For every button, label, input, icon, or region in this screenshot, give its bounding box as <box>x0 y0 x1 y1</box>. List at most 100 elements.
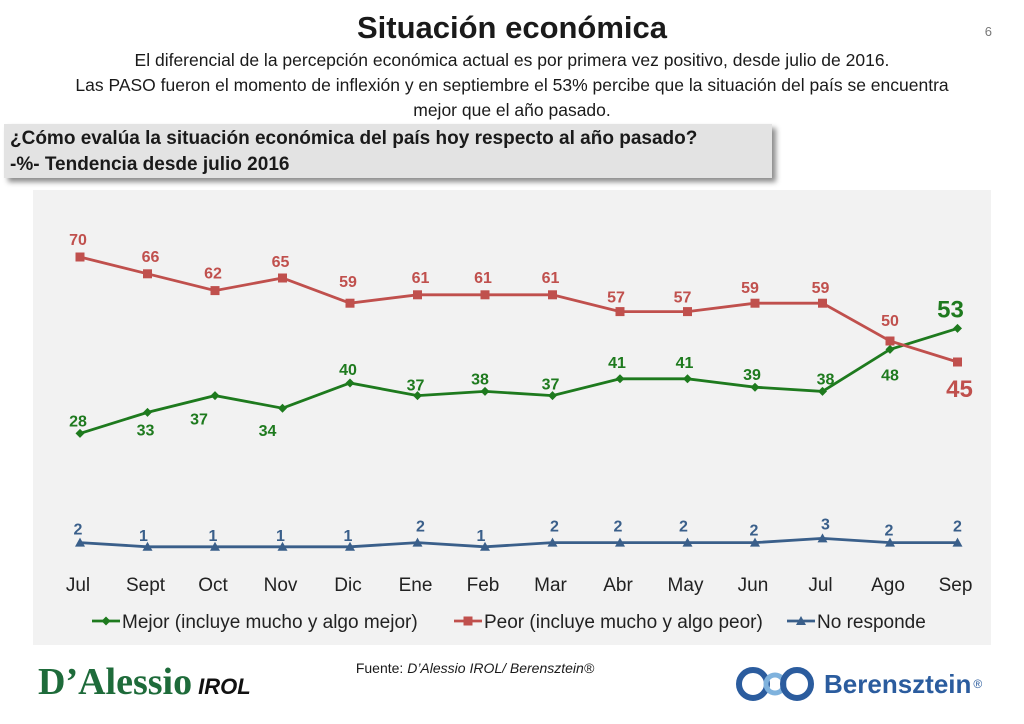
data-point-peor-12 <box>885 336 895 346</box>
x-tick-label-2: Oct <box>198 575 228 596</box>
data-point-peor-4 <box>345 298 355 308</box>
data-point-peor-6 <box>480 290 490 300</box>
data-point-mejor-7 <box>548 391 557 401</box>
data-label-mejor-2: 37 <box>190 412 208 429</box>
data-point-mejor-4 <box>345 378 355 388</box>
data-label-no-responde-4: 1 <box>344 528 353 545</box>
page-title: Situación económica <box>356 10 668 45</box>
data-label-no-responde-12: 2 <box>885 523 894 540</box>
data-label-mejor-13: 53 <box>937 296 964 323</box>
legend-marker-peor <box>463 616 473 626</box>
subtitle: El diferencial de la percepción económic… <box>10 48 1014 123</box>
berensztein-logo-text: Berensztein <box>824 668 972 699</box>
data-point-peor-9 <box>683 307 692 317</box>
data-label-peor-8: 57 <box>607 290 625 307</box>
data-point-no-responde-7 <box>547 537 558 547</box>
data-point-peor-11 <box>818 298 827 308</box>
page-number: 6 <box>984 24 992 39</box>
data-point-mejor-12 <box>885 344 895 354</box>
data-point-mejor-0 <box>75 428 85 438</box>
data-point-mejor-1 <box>143 407 152 417</box>
data-point-no-responde-10 <box>750 537 760 547</box>
data-label-no-responde-7: 2 <box>550 519 559 536</box>
data-label-mejor-7: 37 <box>542 377 560 394</box>
data-label-peor-5: 61 <box>412 270 430 287</box>
data-label-mejor-3: 34 <box>259 423 277 440</box>
dalessio-logo: D’Alessio IROL <box>38 660 251 704</box>
data-label-no-responde-3: 1 <box>276 528 285 545</box>
x-tick-label-8: Abr <box>603 575 633 596</box>
data-point-no-responde-13 <box>952 537 963 547</box>
berensztein-logo: Berensztein ® <box>736 664 982 704</box>
data-point-no-responde-6 <box>480 541 490 551</box>
dalessio-logo-text: D’Alessio <box>38 661 193 703</box>
source-value: D’Alessio IROL/ Berensztein® <box>407 660 595 676</box>
subtitle-line-2: Las PASO fueron el momento de inflexión … <box>75 75 949 95</box>
data-label-no-responde-0: 2 <box>74 522 83 539</box>
data-label-mejor-5: 37 <box>407 378 425 395</box>
data-point-peor-5 <box>413 290 422 300</box>
data-label-no-responde-8: 2 <box>614 519 623 536</box>
subtitle-line-3: mejor que el año pasado. <box>413 100 611 120</box>
legend-marker-no-responde <box>796 616 806 625</box>
data-label-no-responde-10: 2 <box>750 523 759 540</box>
data-label-mejor-6: 38 <box>471 371 489 388</box>
x-tick-label-1: Sept <box>126 575 166 596</box>
data-point-no-responde-1 <box>142 541 153 551</box>
data-point-no-responde-0 <box>75 537 85 547</box>
data-point-mejor-5 <box>413 391 422 401</box>
data-label-mejor-11: 38 <box>817 371 835 388</box>
x-tick-label-13: Sep <box>939 575 973 596</box>
data-point-peor-8 <box>615 307 625 317</box>
data-label-mejor-0: 28 <box>69 413 87 430</box>
irol-logo-text: IROL <box>198 674 251 699</box>
x-tick-label-11: Jul <box>808 575 832 596</box>
x-tick-label-4: Dic <box>334 575 361 596</box>
data-label-mejor-9: 41 <box>676 355 694 372</box>
data-point-mejor-2 <box>210 391 220 401</box>
data-label-mejor-10: 39 <box>743 367 761 384</box>
data-point-mejor-11 <box>818 386 827 396</box>
data-label-peor-3: 65 <box>272 254 290 271</box>
data-label-mejor-4: 40 <box>339 362 357 379</box>
data-point-no-responde-9 <box>682 537 693 547</box>
data-point-mejor-9 <box>683 374 692 384</box>
data-label-peor-13: 45 <box>946 376 973 403</box>
source-label: Fuente: <box>355 660 408 676</box>
data-label-peor-10: 59 <box>741 280 759 297</box>
legend-label-mejor: Mejor (incluye mucho y algo mejor) <box>122 612 418 633</box>
data-label-no-responde-9: 2 <box>679 519 688 536</box>
data-point-peor-13 <box>953 357 962 367</box>
data-label-peor-2: 62 <box>204 266 222 283</box>
x-tick-label-6: Feb <box>467 575 500 596</box>
data-point-no-responde-4 <box>345 541 355 551</box>
data-label-peor-11: 59 <box>812 280 830 297</box>
x-tick-label-7: Mar <box>534 575 567 596</box>
data-point-no-responde-11 <box>817 533 828 543</box>
series-line-mejor <box>79 327 958 435</box>
data-label-no-responde-1: 1 <box>139 528 148 545</box>
chart-area <box>33 190 991 645</box>
legend-label-peor: Peor (incluye mucho y algo peor) <box>484 612 763 633</box>
data-point-peor-7 <box>548 290 557 300</box>
data-label-peor-0: 70 <box>69 232 87 249</box>
data-label-mejor-12: 48 <box>881 367 899 384</box>
data-point-mejor-13 <box>953 323 962 333</box>
data-point-no-responde-2 <box>210 541 220 551</box>
data-label-no-responde-11: 3 <box>821 516 830 533</box>
x-tick-label-9: May <box>668 575 704 596</box>
legend-marker-mejor <box>101 616 111 626</box>
data-label-peor-12: 50 <box>881 313 899 330</box>
data-point-no-responde-8 <box>615 537 625 547</box>
data-label-peor-1: 66 <box>142 249 160 266</box>
x-tick-label-0: Jul <box>66 575 90 596</box>
data-point-mejor-8 <box>615 374 625 384</box>
data-point-no-responde-5 <box>412 537 423 547</box>
x-tick-label-3: Nov <box>264 575 298 596</box>
x-tick-label-10: Jun <box>738 575 769 596</box>
series-line-peor <box>79 255 958 364</box>
x-tick-label-5: Ene <box>399 575 433 596</box>
data-point-peor-0 <box>75 252 85 262</box>
series-line-no-responde <box>79 536 958 549</box>
